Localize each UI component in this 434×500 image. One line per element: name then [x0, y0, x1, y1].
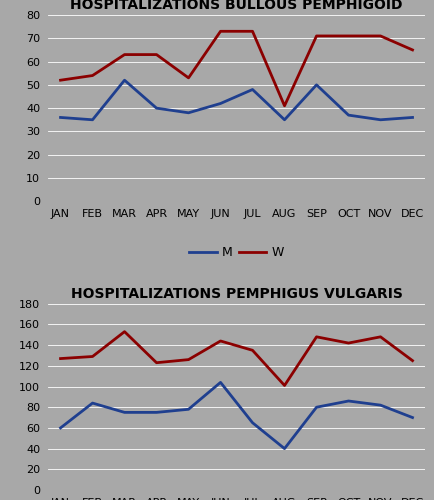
W [154, 52, 159, 58]
W [186, 356, 191, 362]
M [218, 380, 223, 386]
M [122, 77, 127, 83]
W [90, 72, 95, 78]
M [250, 420, 255, 426]
M [314, 404, 319, 410]
W [378, 33, 383, 39]
W [154, 360, 159, 366]
Title: HOSPITALIZATIONS PEMPHIGUS VULGARIS: HOSPITALIZATIONS PEMPHIGUS VULGARIS [71, 287, 402, 301]
M [186, 406, 191, 412]
W [186, 75, 191, 81]
M [58, 425, 63, 431]
M [186, 110, 191, 116]
M [378, 117, 383, 123]
M [90, 117, 95, 123]
W [346, 33, 351, 39]
W [218, 28, 223, 34]
M [346, 398, 351, 404]
M [154, 410, 159, 416]
Line: M: M [60, 80, 413, 120]
W [410, 358, 415, 364]
M [250, 86, 255, 92]
Legend: M, W: M, W [184, 241, 289, 264]
M [218, 100, 223, 106]
W [410, 47, 415, 53]
W [58, 77, 63, 83]
W [314, 334, 319, 340]
M [346, 112, 351, 118]
W [282, 103, 287, 109]
Line: W: W [60, 332, 413, 386]
W [90, 354, 95, 360]
W [122, 52, 127, 58]
Line: W: W [60, 32, 413, 106]
W [250, 348, 255, 354]
W [314, 33, 319, 39]
W [58, 356, 63, 362]
M [410, 414, 415, 420]
W [346, 340, 351, 346]
W [122, 328, 127, 334]
M [282, 117, 287, 123]
W [218, 338, 223, 344]
M [410, 114, 415, 120]
Line: M: M [60, 382, 413, 448]
M [90, 400, 95, 406]
M [314, 82, 319, 88]
M [378, 402, 383, 408]
W [282, 382, 287, 388]
M [122, 410, 127, 416]
Title: HOSPITALIZATIONS BULLOUS PEMPHIGOID: HOSPITALIZATIONS BULLOUS PEMPHIGOID [70, 0, 403, 12]
W [250, 28, 255, 34]
M [58, 114, 63, 120]
W [378, 334, 383, 340]
M [154, 105, 159, 111]
M [282, 446, 287, 452]
